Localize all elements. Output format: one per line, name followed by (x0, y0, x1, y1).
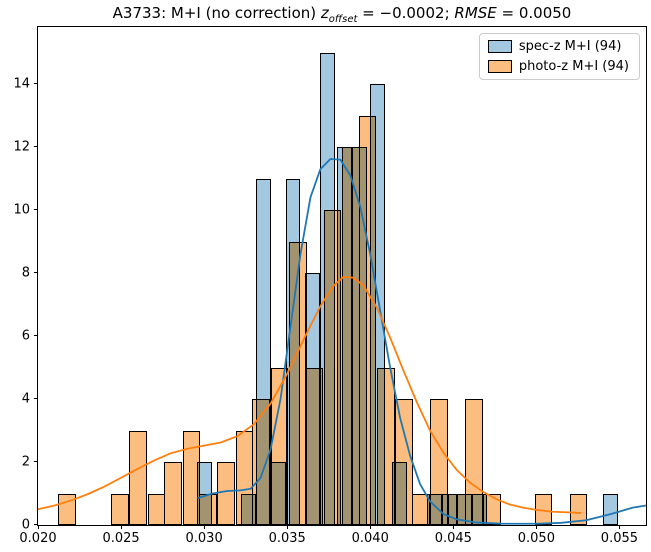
kde-curves-svg (38, 27, 646, 525)
x-tick-label: 0.040 (351, 531, 389, 546)
y-tick-label: 6 (21, 328, 30, 344)
photo-z-swatch-icon (487, 60, 512, 73)
x-tick (121, 525, 123, 529)
y-tick-label: 0 (21, 517, 30, 533)
x-tick (38, 525, 39, 529)
title-z-value: = −0.0002; (357, 4, 455, 22)
legend-item-photo-z: photo-z M+I (94) (487, 59, 629, 74)
x-tick (453, 525, 455, 529)
y-tick (34, 272, 38, 274)
hist-bar-photo-z (483, 493, 501, 525)
x-tick-label: 0.045 (434, 531, 472, 546)
hist-bar-photo-z (464, 399, 483, 525)
hist-bar-photo-z (305, 367, 324, 525)
kde-curve-spec-z (197, 159, 646, 524)
spec-z-swatch-icon (487, 40, 512, 53)
legend: spec-z M+I (94) photo-z M+I (94) (478, 33, 640, 80)
hist-bar-photo-z (430, 399, 448, 525)
x-tick-label: 0.055 (600, 531, 639, 546)
title-rmse-value: = 0.0050 (496, 4, 572, 22)
hist-bar-photo-z (569, 493, 588, 525)
hist-bar-photo-z (252, 399, 271, 525)
y-tick-label: 10 (13, 202, 30, 218)
hist-bar-spec-z (602, 493, 618, 525)
x-tick-label: 0.025 (102, 531, 140, 546)
kde-curves-layer (38, 27, 646, 525)
y-tick (34, 146, 38, 148)
hist-bar-photo-z (182, 430, 201, 525)
y-tick (34, 83, 38, 85)
legend-item-spec-z: spec-z M+I (94) (487, 39, 629, 54)
hist-bar-photo-z (57, 493, 76, 525)
y-tick (34, 209, 38, 211)
legend-label-spec-z: spec-z M+I (94) (518, 39, 622, 54)
x-tick (204, 525, 206, 529)
plot-area: 0.020 0.025 0.030 0.035 0.040 0.045 0.050 0.055… (13, 26, 647, 546)
y-tick-label: 2 (21, 454, 30, 470)
title-rmse-symbol: RMSE (454, 4, 497, 22)
hist-bar-photo-z (129, 430, 148, 525)
title-z-symbol: z (320, 4, 329, 22)
hist-bar-photo-z (411, 493, 430, 525)
y-tick-label: 14 (13, 76, 30, 92)
title-prefix: A3733: M+I (no correction) (112, 4, 321, 22)
chart-title: A3733: M+I (no correction) zoffset = −0.… (113, 4, 572, 25)
hist-bar-photo-z (164, 462, 183, 525)
y-tick-label: 8 (21, 265, 30, 281)
legend-label-photo-z: photo-z M+I (94) (518, 59, 629, 74)
x-tick-label: 0.050 (517, 531, 555, 546)
y-tick (34, 335, 38, 337)
x-tick (536, 525, 538, 529)
x-tick (370, 525, 372, 529)
kde-curve-photo-z (38, 277, 581, 513)
hist-bar-photo-z (376, 367, 395, 525)
hist-bar-photo-z (323, 210, 342, 525)
hist-bar-photo-z (111, 493, 129, 525)
y-tick (34, 524, 38, 525)
x-tick-label: 0.035 (268, 531, 306, 546)
title-z-subscript: offset (328, 14, 358, 25)
x-tick (619, 525, 621, 529)
y-tick-label: 4 (21, 391, 30, 407)
hist-bar-photo-z (217, 462, 236, 525)
x-tick-label: 0.030 (185, 531, 223, 546)
x-tick (287, 525, 289, 529)
y-tick (34, 398, 38, 400)
y-tick (34, 461, 38, 463)
x-tick-label: 0.020 (19, 531, 57, 546)
y-tick-label: 12 (13, 139, 30, 155)
